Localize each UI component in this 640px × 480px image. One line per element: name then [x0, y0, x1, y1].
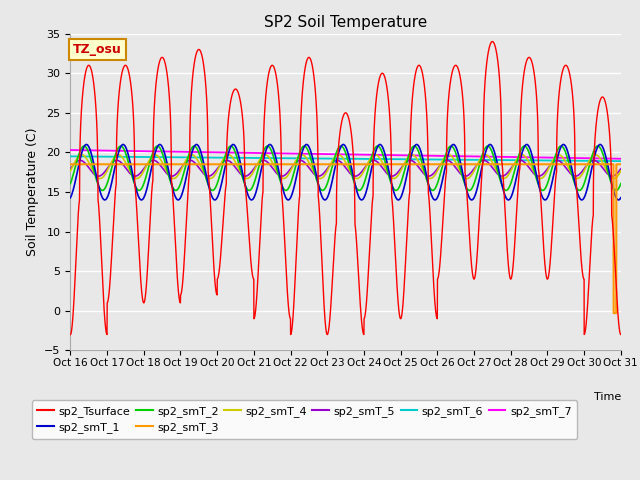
sp2_smT_5 — [200, 171, 208, 177]
sp2_smT_5 — [351, 173, 359, 179]
sp2_smT_1 — [358, 197, 365, 203]
sp2_smT_5 — [612, 171, 620, 177]
Y-axis label: Soil Temperature (C): Soil Temperature (C) — [26, 128, 39, 256]
sp2_smT_6 — [200, 155, 208, 160]
sp2_smT_7 — [274, 150, 282, 156]
sp2_Tsurface — [617, 332, 625, 337]
sp2_smT_3 — [67, 161, 74, 167]
sp2_smT_2 — [617, 181, 625, 187]
Text: Time: Time — [593, 392, 621, 402]
sp2_smT_6 — [195, 155, 202, 160]
Line: sp2_smT_5: sp2_smT_5 — [70, 160, 621, 176]
sp2_Tsurface — [274, 85, 282, 91]
sp2_smT_2 — [612, 188, 620, 193]
sp2_smT_4 — [408, 152, 416, 157]
sp2_Tsurface — [195, 47, 202, 53]
sp2_smT_2 — [198, 158, 205, 164]
sp2_smT_3 — [612, 161, 620, 167]
sp2_smT_6 — [67, 154, 74, 159]
sp2_smT_1 — [617, 195, 625, 201]
sp2_Tsurface — [488, 39, 496, 45]
Line: sp2_smT_2: sp2_smT_2 — [70, 146, 621, 191]
sp2_smT_5 — [67, 166, 74, 172]
Legend: sp2_Tsurface, sp2_smT_1, sp2_smT_2, sp2_smT_3, sp2_smT_4, sp2_smT_5, sp2_smT_6, : sp2_Tsurface, sp2_smT_1, sp2_smT_2, sp2_… — [32, 400, 577, 439]
sp2_smT_6 — [617, 158, 625, 164]
sp2_smT_2 — [99, 188, 106, 193]
sp2_smT_3 — [200, 161, 208, 167]
sp2_smT_5 — [313, 173, 321, 179]
sp2_smT_5 — [617, 166, 625, 172]
sp2_smT_7 — [67, 147, 74, 153]
sp2_smT_2 — [195, 149, 202, 155]
sp2_smT_4 — [390, 176, 397, 181]
Line: sp2_smT_4: sp2_smT_4 — [70, 155, 621, 179]
sp2_smT_7 — [617, 156, 625, 162]
sp2_smT_4 — [617, 168, 625, 174]
sp2_smT_4 — [67, 168, 74, 174]
Line: sp2_smT_3: sp2_smT_3 — [70, 164, 621, 313]
sp2_smT_7 — [313, 151, 321, 157]
sp2_smT_5 — [197, 168, 205, 174]
sp2_smT_7 — [200, 149, 208, 155]
sp2_smT_1 — [612, 196, 620, 202]
sp2_smT_1 — [313, 175, 321, 181]
sp2_smT_6 — [313, 156, 321, 161]
sp2_Tsurface — [313, 117, 321, 123]
sp2_smT_3 — [313, 161, 321, 167]
sp2_smT_3 — [274, 161, 282, 167]
sp2_Tsurface — [197, 50, 205, 56]
sp2_Tsurface — [67, 332, 74, 337]
sp2_smT_2 — [314, 179, 321, 184]
sp2_smT_1 — [195, 143, 202, 148]
sp2_smT_4 — [195, 158, 202, 164]
sp2_smT_6 — [197, 155, 205, 160]
sp2_smT_4 — [197, 164, 205, 170]
Line: sp2_smT_1: sp2_smT_1 — [70, 144, 621, 200]
sp2_smT_6 — [612, 158, 620, 164]
sp2_smT_7 — [197, 149, 205, 155]
sp2_Tsurface — [612, 288, 620, 294]
Line: sp2_smT_6: sp2_smT_6 — [70, 156, 621, 161]
sp2_smT_1 — [200, 161, 208, 167]
sp2_smT_7 — [612, 156, 620, 162]
sp2_smT_1 — [274, 164, 282, 169]
sp2_smT_5 — [195, 164, 202, 170]
sp2_smT_3 — [617, 161, 625, 167]
sp2_smT_1 — [376, 142, 384, 147]
sp2_smT_1 — [67, 195, 74, 201]
sp2_smT_4 — [612, 174, 620, 180]
sp2_smT_2 — [117, 143, 125, 149]
sp2_smT_2 — [67, 181, 74, 187]
sp2_smT_5 — [333, 157, 340, 163]
Title: SP2 Soil Temperature: SP2 Soil Temperature — [264, 15, 428, 30]
sp2_smT_1 — [197, 150, 205, 156]
sp2_Tsurface — [200, 65, 208, 71]
sp2_smT_3 — [610, 310, 618, 316]
Text: TZ_osu: TZ_osu — [73, 43, 122, 56]
sp2_smT_6 — [274, 155, 282, 161]
sp2_smT_3 — [197, 161, 205, 167]
Line: sp2_smT_7: sp2_smT_7 — [70, 150, 621, 159]
sp2_smT_4 — [200, 169, 208, 175]
sp2_smT_4 — [274, 170, 282, 176]
sp2_smT_2 — [200, 168, 208, 174]
sp2_smT_2 — [274, 170, 282, 176]
Line: sp2_Tsurface: sp2_Tsurface — [70, 42, 621, 335]
sp2_smT_5 — [274, 171, 282, 177]
sp2_smT_3 — [195, 161, 202, 167]
sp2_smT_7 — [195, 149, 202, 155]
sp2_smT_4 — [313, 174, 321, 180]
